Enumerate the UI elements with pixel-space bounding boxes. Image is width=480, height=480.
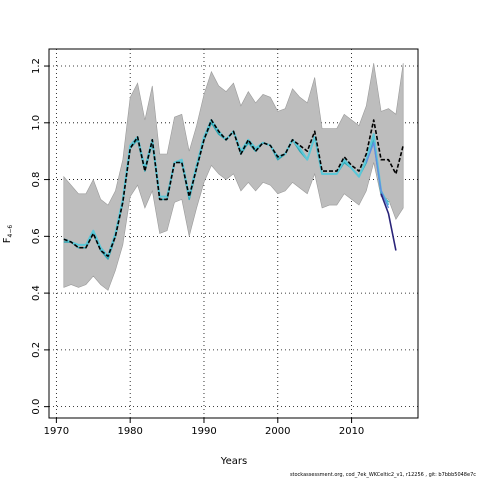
confidence-band-area	[63, 63, 404, 291]
x-axis: 1970 1980 1990 2000 2010	[44, 418, 364, 437]
y-tick-label-2: 0.4	[31, 285, 42, 301]
y-tick-label-6: 1.2	[31, 58, 42, 74]
x-tick-label-1970: 1970	[44, 426, 69, 437]
y-tick-label-5: 1.0	[31, 115, 42, 131]
y-axis-title-sub: 4−6	[7, 225, 14, 238]
x-tick-label-1990: 1990	[191, 426, 216, 437]
confidence-band	[63, 63, 404, 291]
footer-credit: stockassessment.org, cod_7ek_WKCeltic2_v…	[289, 472, 476, 478]
series-line-3	[365, 141, 390, 209]
x-tick-label-2010: 2010	[339, 426, 364, 437]
series-lines	[63, 119, 404, 260]
series-line-0	[63, 119, 404, 258]
y-axis-title: F4−6	[2, 225, 14, 244]
x-axis-title: Years	[220, 456, 247, 467]
plot-frame	[48, 48, 419, 419]
y-tick-label-3: 0.6	[31, 228, 42, 244]
y-tick-label-4: 0.8	[31, 172, 42, 188]
y-tick-label-1: 0.2	[31, 342, 42, 358]
x-tick-label-2000: 2000	[265, 426, 290, 437]
y-axis-title-main: F	[2, 237, 13, 243]
x-tick-label-1980: 1980	[117, 426, 142, 437]
y-tick-label-0: 0.0	[31, 399, 42, 415]
y-axis: 0.0 0.2 0.4 0.6 0.8 1.0 1.2	[31, 58, 49, 415]
series-line-4	[380, 193, 397, 251]
